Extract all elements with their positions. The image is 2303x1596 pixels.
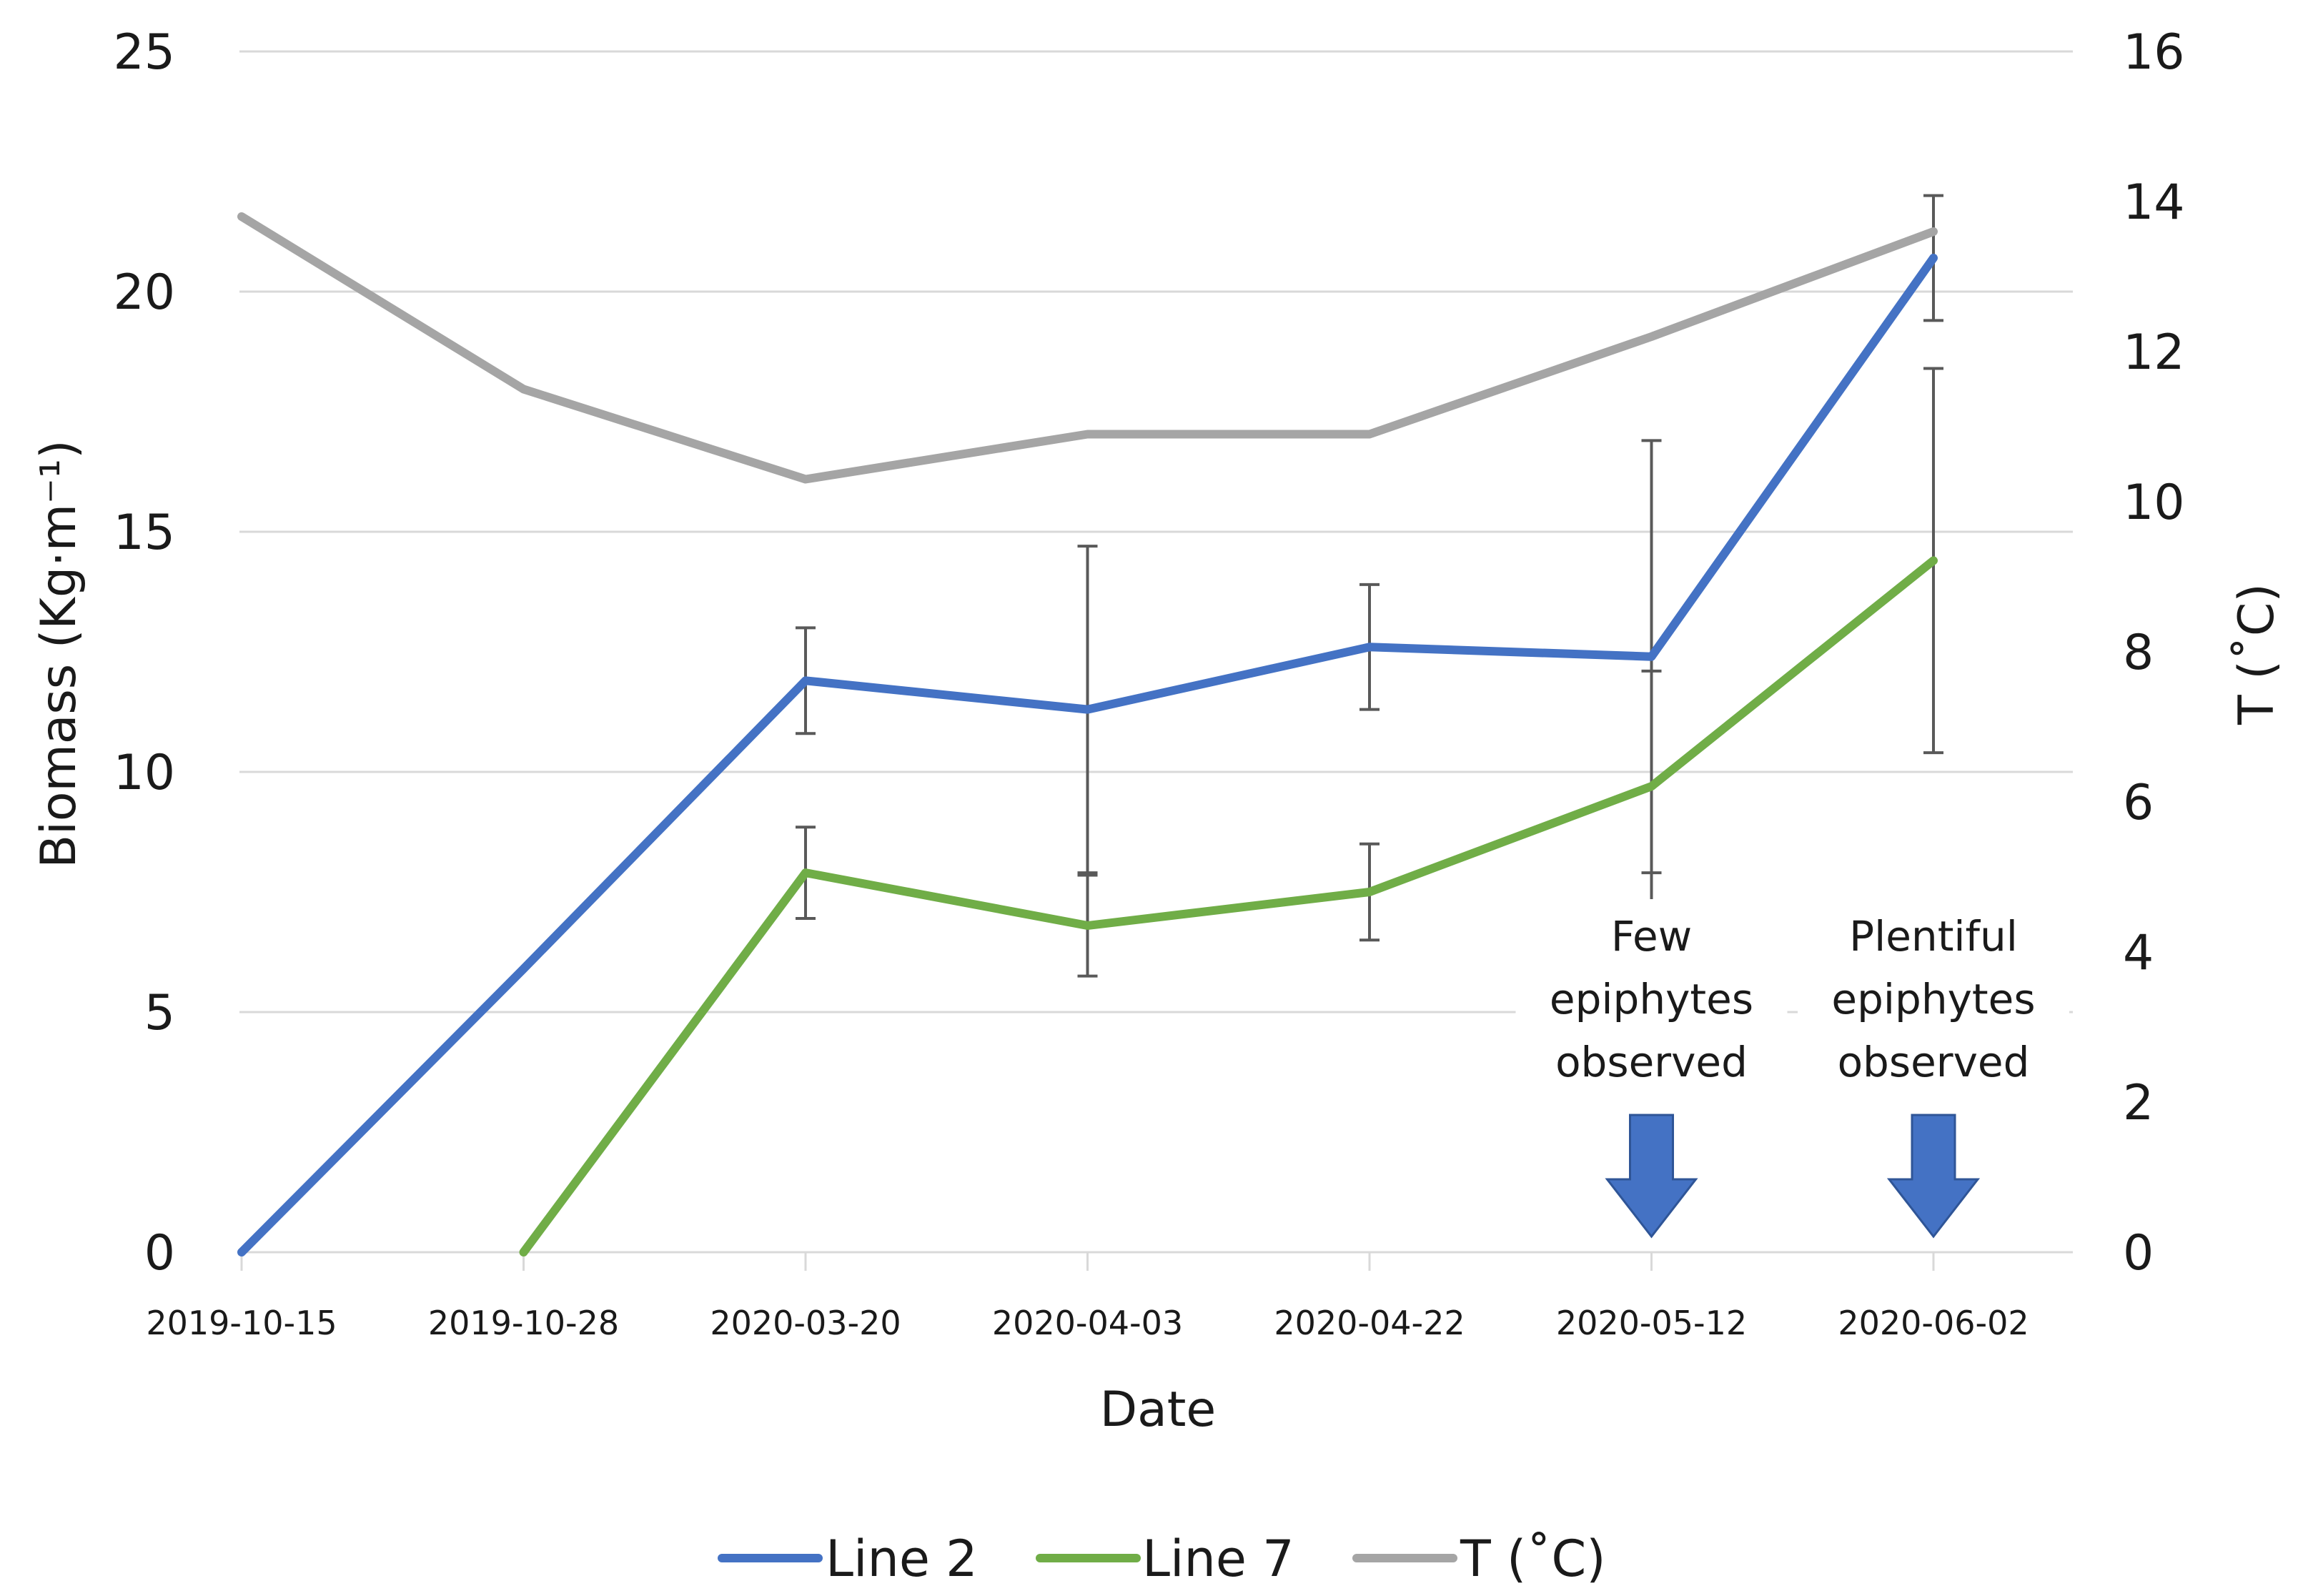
series-lines: [237, 212, 1938, 1257]
series-line-Line 7: [519, 556, 1938, 1257]
y2-axis-title: T (˚C): [2229, 583, 2285, 725]
y-tick-label-0: 0: [144, 1225, 175, 1282]
series-line-T (˚C): [237, 212, 1938, 484]
legend-label-Line 2: Line 2: [826, 1530, 978, 1588]
y-axis-title: Biomass (Kg·m⁻¹): [31, 440, 87, 868]
x-axis-title: Date: [1100, 1382, 1217, 1438]
annotation-text-2020-05-12-2: observed: [1555, 1038, 1748, 1086]
x-tick-label-2020-03-20: 2020-03-20: [710, 1304, 901, 1342]
left-axis-ticks: 0 5 10 15 20 25: [113, 24, 175, 1282]
annotation-arrow-2020-06-02: [1886, 1114, 1981, 1239]
annotation-text-2020-05-12-1: epiphytes: [1550, 975, 1753, 1023]
annotation-text-2020-05-12-0: Few: [1611, 912, 1692, 961]
x-tick-label-2019-10-15: 2019-10-15: [146, 1304, 337, 1342]
error-bars: [796, 194, 1943, 978]
legend: Line 2 Line 7 T (˚C): [718, 1530, 1606, 1588]
x-tick-label-2020-04-03: 2020-04-03: [992, 1304, 1183, 1342]
y-tick-label-15: 15: [113, 505, 175, 561]
y2-tick-label-2: 2: [2123, 1075, 2154, 1131]
gridlines: [239, 50, 2073, 1254]
annotation-box-2020-06-02: [1798, 899, 2069, 1106]
legend-label-T (˚C): T (˚C): [1460, 1530, 1606, 1588]
annotation-arrow-2020-05-12: [1605, 1114, 1698, 1239]
y-tick-label-25: 25: [113, 24, 175, 81]
x-tick-label-2020-04-22: 2020-04-22: [1274, 1304, 1465, 1342]
y-tick-label-5: 5: [144, 985, 175, 1041]
y2-tick-label-14: 14: [2123, 174, 2185, 231]
x-axis-ticks: 2019-10-15 2019-10-28 2020-03-20 2020-04-03…: [146, 1252, 2029, 1342]
y-tick-label-20: 20: [113, 264, 175, 321]
y2-tick-label-16: 16: [2123, 24, 2185, 81]
annotations: Few epiphytes observed Plentiful epiphytes ob…: [1515, 899, 2069, 1239]
x-tick-label-2020-05-12: 2020-05-12: [1556, 1304, 1747, 1342]
annotation-text-2020-06-02-2: observed: [1838, 1038, 2030, 1086]
series-line-Line 2: [237, 253, 1938, 1257]
y-tick-label-10: 10: [113, 745, 175, 801]
x-tick-label-2020-06-02: 2020-06-02: [1838, 1304, 2029, 1342]
annotation-text-2020-06-02-0: Plentiful: [1849, 912, 2018, 961]
x-tick-label-2019-10-28: 2019-10-28: [428, 1304, 619, 1342]
y2-tick-label-6: 6: [2123, 775, 2154, 831]
y2-tick-label-0: 0: [2123, 1225, 2154, 1282]
annotation-box-2020-05-12: [1515, 899, 1788, 1106]
y2-tick-label-8: 8: [2123, 625, 2154, 681]
y2-tick-label-12: 12: [2123, 324, 2185, 381]
right-axis-ticks: 0 2 4 6 8 10 12 14 16: [2123, 24, 2185, 1282]
y2-tick-label-10: 10: [2123, 475, 2185, 531]
annotation-text-2020-06-02-1: epiphytes: [1831, 975, 2035, 1023]
y2-tick-label-4: 4: [2123, 925, 2154, 981]
legend-label-Line 7: Line 7: [1142, 1530, 1294, 1588]
